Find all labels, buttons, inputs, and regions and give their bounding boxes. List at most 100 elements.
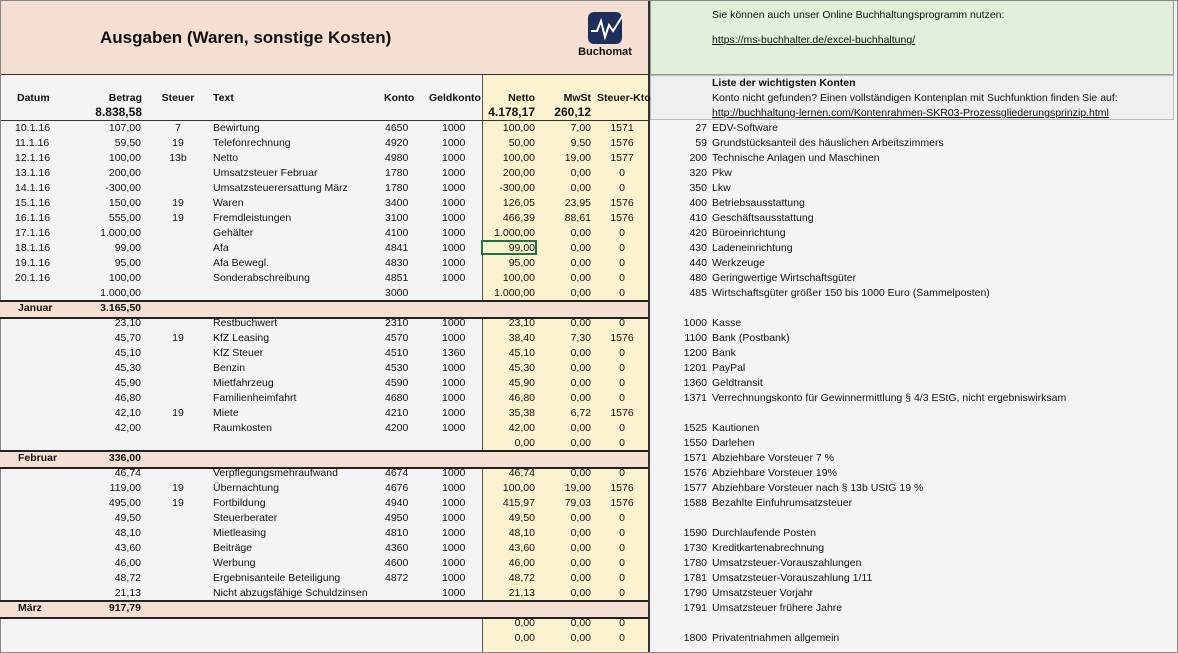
amount-cell: 48,72 — [114, 572, 141, 584]
vat-cell: 7,30 — [570, 332, 591, 344]
account-cell: 4810 — [385, 527, 409, 539]
account-cell: 4530 — [385, 362, 409, 374]
date-cell: 20.1.16 — [15, 272, 51, 284]
account-label: Kreditkartenabrechnung — [712, 542, 825, 554]
cash-account-cell: 1000 — [442, 377, 466, 389]
cash-account-cell: 1000 — [442, 542, 466, 554]
account-cell: 4210 — [385, 407, 409, 419]
account-number: 420 — [689, 227, 707, 239]
net-cell: 45,90 — [508, 377, 535, 389]
account-number: 350 — [689, 182, 707, 194]
account-number: 1590 — [683, 527, 707, 539]
net-cell: 48,10 — [508, 527, 535, 539]
cash-account-cell: 1000 — [442, 152, 466, 164]
account-label: Umsatzsteuer Vorjahr — [712, 587, 813, 599]
account-number: 1730 — [683, 542, 707, 554]
text-cell: Miete — [213, 407, 239, 419]
account-label: Technische Anlagen und Maschinen — [712, 152, 880, 164]
vat-cell: 0,00 — [570, 317, 591, 329]
tax-account-cell: 0 — [619, 167, 625, 179]
month-band — [0, 600, 648, 619]
date-cell: 13.1.16 — [15, 167, 51, 179]
text-cell: Afa Bewegl. — [213, 257, 270, 269]
account-cell: 4676 — [385, 482, 409, 494]
amount-cell: 49,50 — [114, 512, 141, 524]
net-cell: 100,00 — [502, 152, 535, 164]
tax-account-cell: 0 — [619, 632, 625, 644]
promo-band — [650, 0, 1174, 75]
date-cell: 14.1.16 — [15, 182, 51, 194]
text-cell: Ergebnisanteile Beteiligung — [213, 572, 341, 584]
column-header: Steuer-Kto — [597, 92, 651, 104]
amount-cell: 46,80 — [114, 392, 141, 404]
net-cell: 0,00 — [514, 632, 535, 644]
cash-account-cell: 1000 — [442, 482, 466, 494]
net-cell: 126,05 — [502, 197, 535, 209]
account-number: 480 — [689, 272, 707, 284]
cash-account-cell: 1000 — [442, 167, 466, 179]
cash-account-cell: 1000 — [442, 257, 466, 269]
amount-cell: 21,13 — [114, 587, 141, 599]
tax-account-cell: 0 — [619, 272, 625, 284]
net-cell: 100,00 — [502, 122, 535, 134]
account-label: Kautionen — [712, 422, 760, 434]
vat-cell: 0,00 — [570, 272, 591, 284]
accounts-link[interactable]: http://buchhaltung-lernen.com/Kontenrahm… — [712, 107, 1109, 119]
tax-account-cell: 1576 — [610, 482, 634, 494]
cash-account-cell: 1000 — [442, 212, 466, 224]
text-cell: Sonderabschreibung — [213, 272, 310, 284]
text-cell: Umsatzsteuer Februar — [213, 167, 318, 179]
account-number: 1525 — [683, 422, 707, 434]
vat-cell: 9,50 — [570, 137, 591, 149]
net-cell: 95,00 — [508, 257, 535, 269]
tax-account-cell: 0 — [619, 392, 625, 404]
account-cell: 4650 — [385, 122, 409, 134]
column-header: Netto — [508, 92, 535, 104]
amount-cell: 42,10 — [114, 407, 141, 419]
cash-account-cell: 1000 — [442, 332, 466, 344]
column-header-line — [0, 120, 650, 121]
net-cell: 50,00 — [508, 137, 535, 149]
vat-cell: 0,00 — [570, 257, 591, 269]
amount-cell: 1.000,00 — [100, 227, 141, 239]
tax-cell: 19 — [172, 482, 184, 494]
month-total: 3.165,50 — [100, 302, 141, 314]
account-cell: 1780 — [385, 167, 409, 179]
text-cell: Telefonrechnung — [213, 137, 291, 149]
account-number: 1371 — [683, 392, 707, 404]
promo-text: Sie können auch unser Online Buchhaltung… — [712, 9, 1005, 21]
net-cell: 200,00 — [502, 167, 535, 179]
account-cell: 4200 — [385, 422, 409, 434]
accounts-title: Liste der wichtigsten Konten — [712, 77, 856, 89]
text-cell: Restbuchwert — [213, 317, 278, 329]
amount-cell: 107,00 — [108, 122, 141, 134]
account-cell: 4851 — [385, 272, 409, 284]
cash-account-cell: 1000 — [442, 317, 466, 329]
text-cell: Netto — [213, 152, 239, 164]
net-cell: 0,00 — [514, 617, 535, 629]
date-cell: 18.1.16 — [15, 242, 51, 254]
tax-account-cell: 0 — [619, 347, 625, 359]
promo-link[interactable]: https://ms-buchhalter.de/excel-buchhaltu… — [712, 34, 916, 46]
account-label: Kasse — [712, 317, 742, 329]
net-cell: 466,39 — [502, 212, 535, 224]
account-cell: 4940 — [385, 497, 409, 509]
account-label: Wirtschaftsgüter größer 150 bis 1000 Eur… — [712, 287, 990, 299]
cash-account-cell: 1000 — [442, 557, 466, 569]
total-betrag: 8.838,58 — [95, 105, 142, 119]
amount-cell: 45,30 — [114, 362, 141, 374]
amount-cell: 59,50 — [114, 137, 141, 149]
account-cell: 4674 — [385, 467, 409, 479]
vat-cell: 0,00 — [570, 632, 591, 644]
account-number: 1780 — [683, 557, 707, 569]
account-number: 1577 — [683, 482, 707, 494]
column-header: Steuer — [161, 92, 195, 104]
header-band — [0, 0, 648, 75]
account-label: Abziehbare Vorsteuer 7 % — [712, 452, 834, 464]
text-cell: KfZ Steuer — [213, 347, 264, 359]
vat-cell: 0,00 — [570, 557, 591, 569]
account-label: Durchlaufende Posten — [712, 527, 816, 539]
month-total: 917,79 — [108, 602, 141, 614]
vat-cell: 0,00 — [570, 242, 591, 254]
account-label: Pkw — [712, 167, 732, 179]
